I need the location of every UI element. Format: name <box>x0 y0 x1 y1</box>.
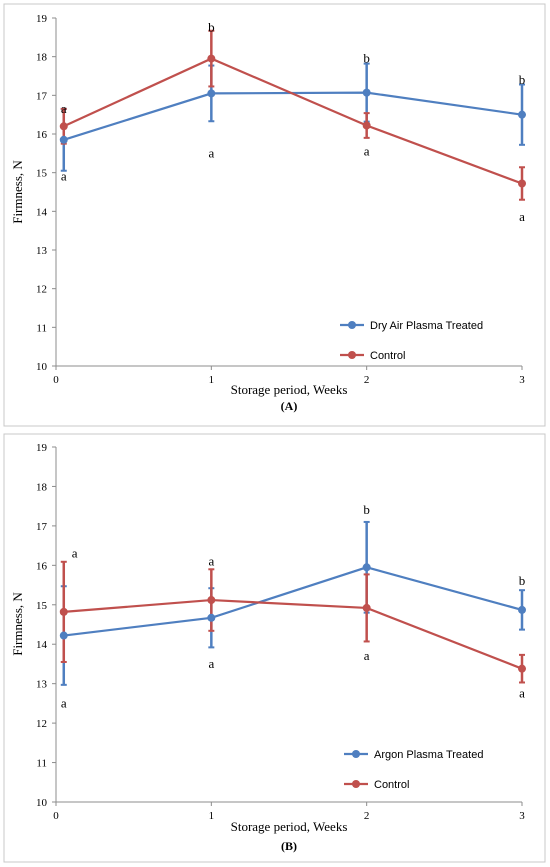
panel-b-significance-letter: a <box>208 553 214 568</box>
panel-a-y-tick-label: 14 <box>36 206 48 218</box>
panel-b-significance-letter: a <box>364 648 370 663</box>
panel-b-legend-treated-swatch-marker <box>352 750 360 758</box>
panel-a-significance-letter: a <box>61 169 67 184</box>
panel-b-y-tick-label: 18 <box>36 481 48 493</box>
panel-a-x-tick-label: 0 <box>53 374 59 386</box>
panel-b-series-control-point <box>59 607 68 616</box>
panel-a-series-treated-point <box>59 135 68 144</box>
panel-a-legend-treated-label: Dry Air Plasma Treated <box>370 320 483 332</box>
panel-a-legend-control-label: Control <box>370 350 405 362</box>
panel-a-significance-letter: a <box>61 101 67 116</box>
panel-b-y-tick-label: 16 <box>36 560 48 572</box>
panel-b-y-tick-label: 10 <box>36 797 48 809</box>
panel-a-series <box>59 29 526 201</box>
panel-b-significance-letter: a <box>61 695 67 710</box>
panel-b-y-tick-label: 15 <box>36 600 48 612</box>
panel-b-series-treated-point <box>207 613 216 622</box>
panel-b-y-tick-label: 14 <box>36 639 48 651</box>
panel-a-significance-letter: a <box>208 145 214 160</box>
panel-b-significance-letter: b <box>519 573 526 588</box>
panel-b-x-ticks: 0 1 2 3 <box>53 802 525 822</box>
panel-a-significance-letter: b <box>208 20 215 35</box>
panel-a-series-control-point <box>207 54 216 63</box>
panel-a-series-control-line <box>63 57 523 185</box>
panel-b-series-treated-point <box>59 631 68 640</box>
panel-b-significance-letter: a <box>72 546 78 561</box>
panel-a-y-tick-label: 12 <box>36 284 47 296</box>
panel-a-series-treated-point <box>362 88 371 97</box>
panel-b-legend-control-label: Control <box>374 779 409 791</box>
panel-a-y-axis-title: Firmness, N <box>10 160 25 224</box>
panel-b-series <box>59 520 526 686</box>
panel-b-series-control-line <box>63 598 523 670</box>
panel-a-y-tick-label: 15 <box>36 168 48 180</box>
panel-b-series-control-point <box>207 596 216 605</box>
panel-b-legend-control-swatch-marker <box>352 780 360 788</box>
panel-a-x-tick-label: 2 <box>364 374 370 386</box>
panel-a-border <box>3 3 546 427</box>
panel-b-significance-letter: a <box>519 686 525 701</box>
panel-a-significance-letter: b <box>519 72 526 87</box>
panel-a-series-control-point <box>362 121 371 130</box>
panel-b-series-treated-point <box>362 563 371 572</box>
panel-b-x-tick-label: 3 <box>519 810 525 822</box>
panel-b-series-treated-line <box>63 566 523 637</box>
panel-b-y-tick-label: 12 <box>36 718 47 730</box>
panel-a-significance-letter: a <box>519 209 525 224</box>
panel-b-y-tick-label: 11 <box>36 758 47 770</box>
panel-b-legend-treated-label: Argon Plasma Treated <box>374 749 483 761</box>
panel-a-x-tick-label: 1 <box>209 374 215 386</box>
panel-a-x-axis-title: Storage period, Weeks <box>231 382 348 397</box>
panel-a-significance-letter: b <box>363 51 370 66</box>
panel-a-x-ticks: 0 1 2 3 <box>53 366 525 386</box>
panel-a-y-tick-label: 11 <box>36 322 47 334</box>
panel-b-significance-letter: a <box>208 656 214 671</box>
panel-b-significance-letter: b <box>363 502 370 517</box>
panel-a-significance-letter: a <box>364 143 370 158</box>
panel-a-annotations: a a b a b a b a <box>61 20 525 224</box>
panel-b-y-axis-title: Firmness, N <box>10 592 25 656</box>
panel-a-legend-control-swatch-marker <box>348 351 356 359</box>
panel-b-y-tick-label: 13 <box>36 679 48 691</box>
panel-a-series-control-point <box>518 179 526 188</box>
panel-a-y-tick-label: 10 <box>36 361 48 373</box>
panel-a-series-control-point <box>59 122 68 131</box>
panel-b-legend: Argon Plasma Treated Control <box>344 749 483 791</box>
panel-a-y-ticks: 10 11 12 13 14 15 16 17 18 19 <box>36 13 56 373</box>
panel-b-x-tick-label: 2 <box>364 810 370 822</box>
panel-a-y-tick-label: 19 <box>36 13 48 25</box>
panel-b-x-tick-label: 0 <box>53 810 59 822</box>
panel-b-x-axis-title: Storage period, Weeks <box>231 819 348 834</box>
panel-b-x-tick-label: 1 <box>209 810 215 822</box>
panel-b-border <box>3 433 546 863</box>
panel-a-y-tick-label: 17 <box>36 90 48 102</box>
panel-a-label: (A) <box>281 399 298 413</box>
panel-a-y-tick-label: 16 <box>36 129 48 141</box>
panel-a-y-tick-label: 18 <box>36 52 48 64</box>
panel-b-series-control-point <box>362 603 371 612</box>
panel-a-legend: Dry Air Plasma Treated Control <box>340 320 483 362</box>
panel-a-legend-treated-swatch-marker <box>348 321 356 329</box>
panel-a-x-tick-label: 3 <box>519 374 525 386</box>
panel-b-annotations: a a a a b a b a <box>61 502 525 710</box>
panel-a-series-treated-point <box>518 110 526 119</box>
panel-a-y-tick-label: 13 <box>36 245 48 257</box>
panel-b-series-treated-point <box>518 605 526 614</box>
panel-b-y-ticks: 10 11 12 13 14 15 16 17 18 19 <box>36 442 56 809</box>
panel-b-y-tick-label: 19 <box>36 442 48 454</box>
panel-b-y-tick-label: 17 <box>36 521 48 533</box>
panel-b-series-control-point <box>518 664 526 673</box>
panel-a-series-treated-point <box>207 89 216 98</box>
panel-b-label: (B) <box>281 839 297 853</box>
